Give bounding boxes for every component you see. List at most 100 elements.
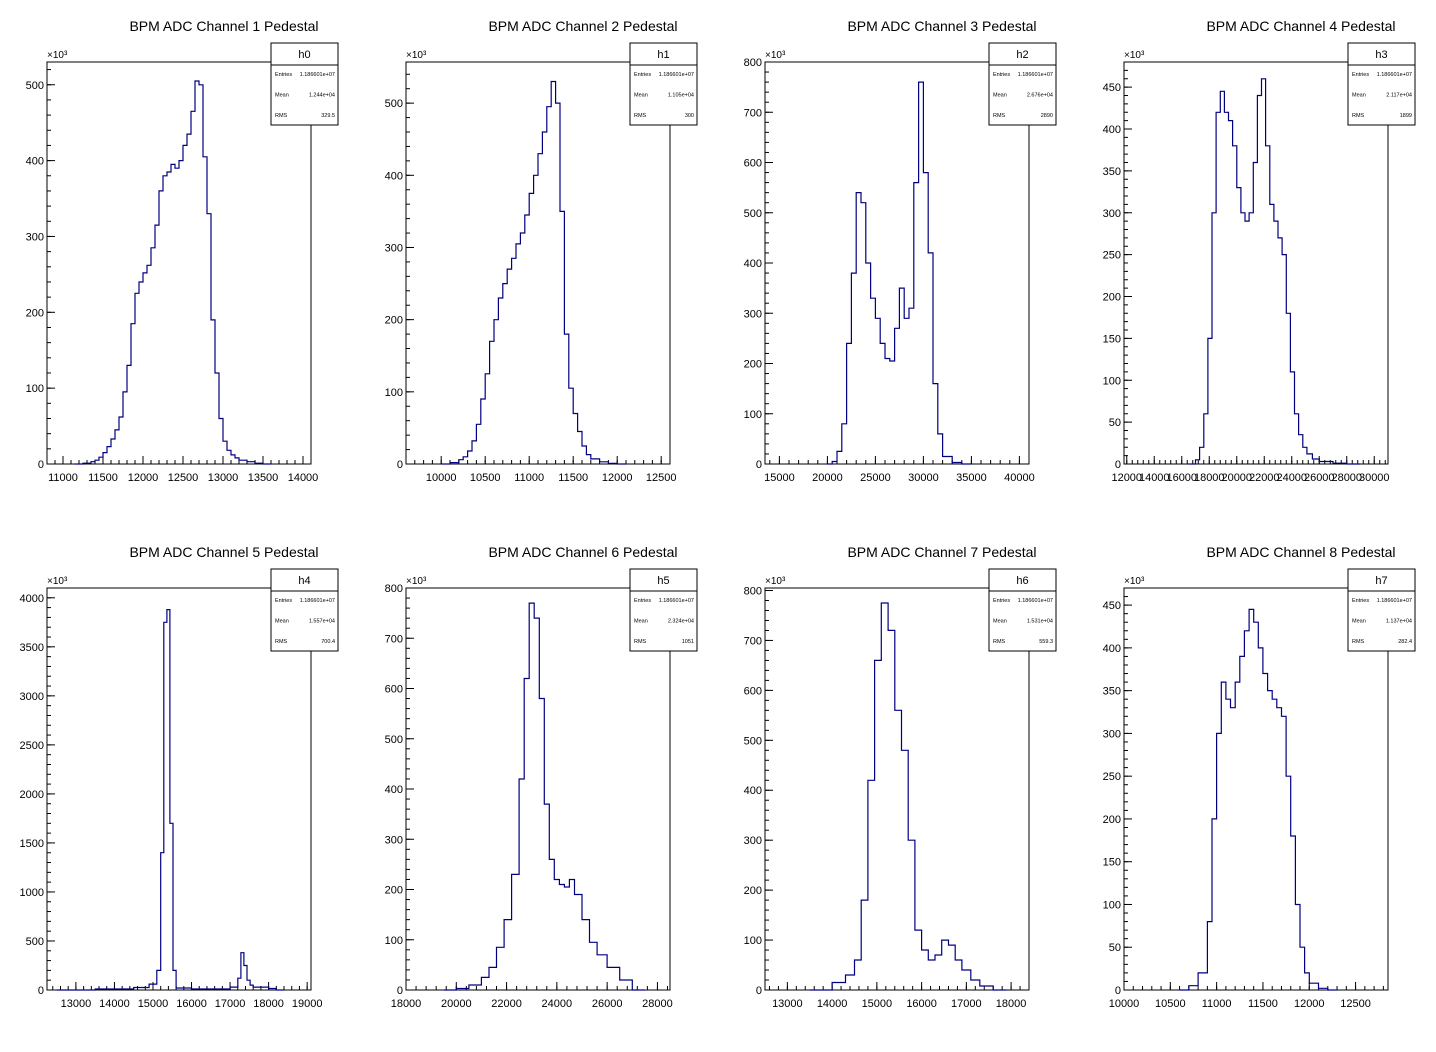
stats-box-frame [270,568,339,652]
histogram-panel-3: BPM ADC Channel 3 Pedestal ×10³ 0 100 200 300… [744,18,1057,484]
y-tick-label: 0 [1115,459,1121,471]
y-tick-label: 0 [756,985,762,997]
y-tick-label: 200 [26,307,44,319]
y-tick-label: 600 [744,158,762,170]
y-tick-label: 50 [1109,942,1121,954]
y-tick-label: 2500 [20,740,44,752]
y-tick-label: 100 [385,387,403,399]
stats-value: 1.105e+04 [668,93,694,99]
y-tick-label: 200 [744,885,762,897]
x-tick-label: 18000 [253,998,284,1010]
x-tick-label: 24000 [542,998,573,1010]
stats-label: Entries [634,598,651,604]
stats-hist-name: h2 [1016,49,1028,61]
y-tick-label: 4000 [20,593,44,605]
y-axis-exponent: ×10³ [1124,576,1145,587]
x-tick-label: 13000 [61,998,92,1010]
stats-value: 700.4 [321,639,335,645]
y-tick-label: 150 [1103,857,1121,869]
stats-value: 1.137e+04 [1386,619,1412,625]
x-tick-label: 22000 [491,998,522,1010]
y-tick-label: 0 [397,985,403,997]
y-tick-label: 0 [38,459,44,471]
x-tick-label: 10500 [1155,998,1186,1010]
stats-value: 282.4 [1398,639,1412,645]
y-tick-label: 450 [1103,82,1121,94]
stats-label: Mean [993,619,1007,625]
x-tick-label: 26000 [592,998,623,1010]
stats-label: Mean [634,93,648,99]
x-tick-label: 17000 [215,998,246,1010]
histogram-series [75,80,271,465]
y-tick-label: 350 [1103,166,1121,178]
y-tick-label: 600 [385,684,403,696]
x-tick-label: 12000 [1111,472,1142,484]
y-tick-label: 700 [385,633,403,645]
x-tick-label: 20000 [812,472,843,484]
histogram-panel-1: BPM ADC Channel 1 Pedestal ×10³ 0 100 200 300… [26,18,339,484]
y-tick-label: 500 [744,735,762,747]
x-tick-label: 14000 [817,998,848,1010]
x-tick-label: 12500 [646,472,677,484]
stats-label: Entries [275,72,292,78]
y-tick-label: 300 [385,242,403,254]
stats-box-frame [629,42,698,126]
stats-value: 2.324e+04 [668,619,694,625]
stats-hist-name: h3 [1375,49,1387,61]
histogram-series [443,602,645,991]
stats-box: h1 Entries 1.186601e+07 Mean 1.105e+04 RMS 300 [629,42,698,126]
y-tick-label: 100 [385,935,403,947]
stats-box: h3 Entries 1.186601e+07 Mean 2.117e+04 RMS 189… [1347,42,1416,126]
stats-label: RMS [993,113,1006,119]
y-tick-label: 200 [1103,814,1121,826]
stats-label: RMS [993,639,1006,645]
stats-hist-name: h7 [1375,575,1387,587]
y-tick-label: 500 [26,936,44,948]
x-tick-label: 13000 [772,998,803,1010]
stats-value: 1.244e+04 [309,93,335,99]
y-tick-label: 400 [744,785,762,797]
x-tick-label: 14000 [1139,472,1170,484]
x-tick-label: 10000 [426,472,457,484]
x-tick-label: 35000 [956,472,987,484]
stats-value: 1.186601e+07 [659,598,694,604]
stats-box-frame [270,42,339,126]
y-tick-label: 0 [38,985,44,997]
stats-label: RMS [634,639,647,645]
stats-label: Mean [1352,619,1366,625]
x-tick-label: 12000 [602,472,633,484]
stats-hist-name: h6 [1016,575,1028,587]
histogram-panel-8: BPM ADC Channel 8 Pedestal ×10³ 0 50 100 150 2… [1103,544,1416,1010]
x-tick-label: 28000 [642,998,673,1010]
y-tick-label: 600 [744,685,762,697]
x-tick-label: 15000 [862,998,893,1010]
y-tick-label: 0 [756,459,762,471]
stats-hist-name: h4 [298,575,310,587]
y-tick-label: 200 [385,315,403,327]
y-tick-label: 500 [385,98,403,110]
y-tick-label: 700 [744,635,762,647]
stats-value: 559.3 [1039,639,1053,645]
stats-value: 1.531e+04 [1027,619,1053,625]
stats-box: h5 Entries 1.186601e+07 Mean 2.324e+04 RMS 105… [629,568,698,652]
histogram-panel-7: BPM ADC Channel 7 Pedestal ×10³ 0 100 200 300… [744,544,1057,1010]
histogram-panel-2: BPM ADC Channel 2 Pedestal ×10³ 0 100 200 300… [385,18,698,484]
y-tick-label: 300 [744,308,762,320]
histogram-series [1188,78,1361,465]
y-tick-label: 200 [744,359,762,371]
x-tick-label: 12000 [128,472,159,484]
stats-label: Mean [1352,93,1366,99]
histogram-series [441,80,626,465]
stats-label: Entries [634,72,651,78]
stats-label: RMS [275,639,288,645]
plot-frame [1123,587,1389,991]
x-tick-label: 25000 [860,472,891,484]
y-tick-label: 500 [385,734,403,746]
stats-box-frame [988,42,1057,126]
stats-label: RMS [275,113,288,119]
x-tick-label: 10000 [1109,998,1140,1010]
y-tick-label: 3500 [20,642,44,654]
stats-box-frame [1347,42,1416,126]
histogram-series [809,602,1007,991]
x-tick-label: 20000 [1221,472,1252,484]
